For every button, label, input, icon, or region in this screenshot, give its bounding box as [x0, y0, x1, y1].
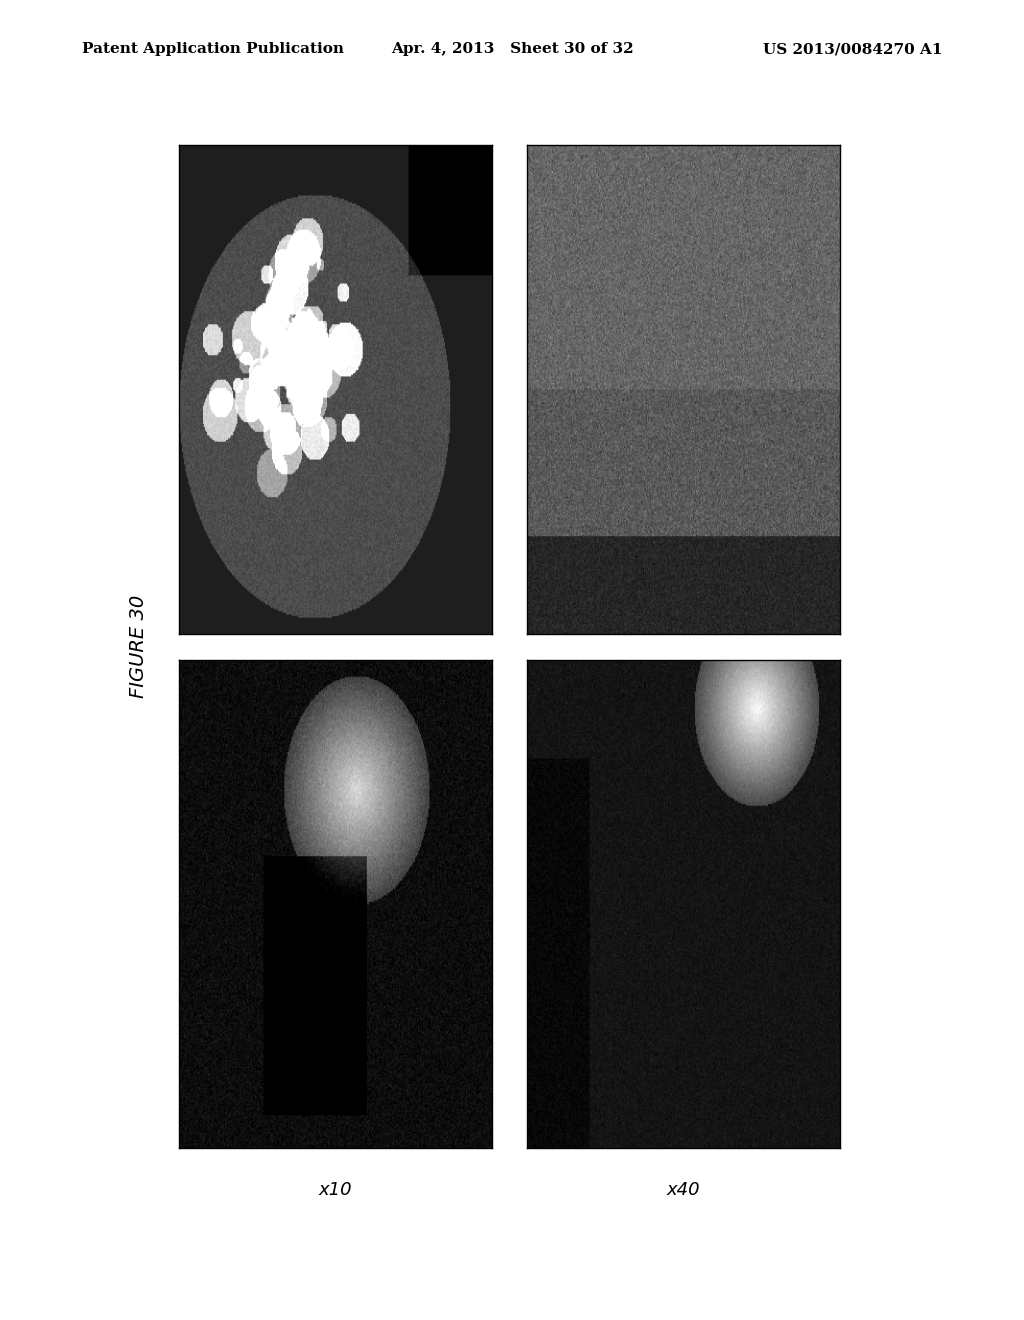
Text: Apr. 4, 2013   Sheet 30 of 32: Apr. 4, 2013 Sheet 30 of 32	[391, 42, 633, 57]
Text: US 2013/0084270 A1: US 2013/0084270 A1	[763, 42, 942, 57]
Text: FIGURE 30: FIGURE 30	[129, 595, 147, 698]
Text: x40: x40	[667, 1181, 700, 1200]
Text: x10: x10	[318, 1181, 352, 1200]
Text: Patent Application Publication: Patent Application Publication	[82, 42, 344, 57]
